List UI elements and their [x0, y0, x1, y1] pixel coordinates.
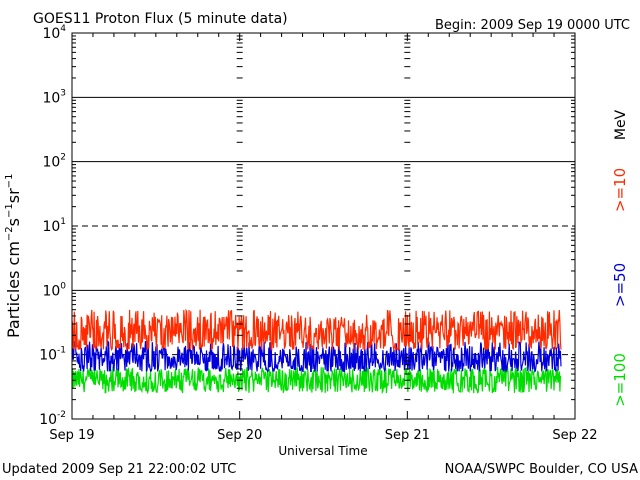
- x-tick-label: Sep 22: [552, 428, 597, 443]
- begin-time-label: Begin: 2009 Sep 19 0000 UTC: [435, 18, 630, 33]
- y-tick-labels: 10-2 10-1 100 101 102 103 104: [39, 24, 66, 428]
- legend-entry: >=10: [611, 168, 629, 212]
- series-line: [71, 339, 562, 373]
- chart-title: GOES11 Proton Flux (5 minute data): [33, 11, 288, 27]
- y-axis-label: Particles cm−2s−1sr−1: [4, 174, 23, 338]
- grid-lines: [72, 96, 575, 356]
- legend-unit: MeV: [613, 109, 629, 140]
- series-layer: [71, 308, 562, 395]
- y-tick-label: 10-2: [39, 410, 66, 428]
- y-tick-label: 104: [42, 24, 66, 42]
- legend-entry: >=100: [611, 353, 629, 407]
- x-axis-label: Universal Time: [278, 444, 367, 458]
- legend: MeV >=10 >=50 >=100: [611, 109, 629, 406]
- y-tick-label: 102: [42, 153, 66, 171]
- updated-timestamp: Updated 2009 Sep 21 22:00:02 UTC: [2, 462, 236, 477]
- y-tick-label: 103: [42, 88, 66, 106]
- tick-marks: [71, 33, 576, 419]
- y-tick-label: 100: [42, 281, 66, 299]
- y-tick-label: 101: [42, 217, 66, 235]
- series-line: [71, 366, 562, 395]
- y-tick-label: 10-1: [39, 346, 66, 364]
- legend-entry: >=50: [611, 263, 629, 307]
- x-tick-label: Sep 21: [385, 428, 430, 443]
- x-tick-label: Sep 20: [217, 428, 262, 443]
- series-line: [71, 308, 562, 352]
- source-credit: NOAA/SWPC Boulder, CO USA: [445, 462, 638, 477]
- x-tick-labels: Sep 19 Sep 20 Sep 21 Sep 22: [49, 428, 597, 443]
- x-tick-label: Sep 19: [49, 428, 94, 443]
